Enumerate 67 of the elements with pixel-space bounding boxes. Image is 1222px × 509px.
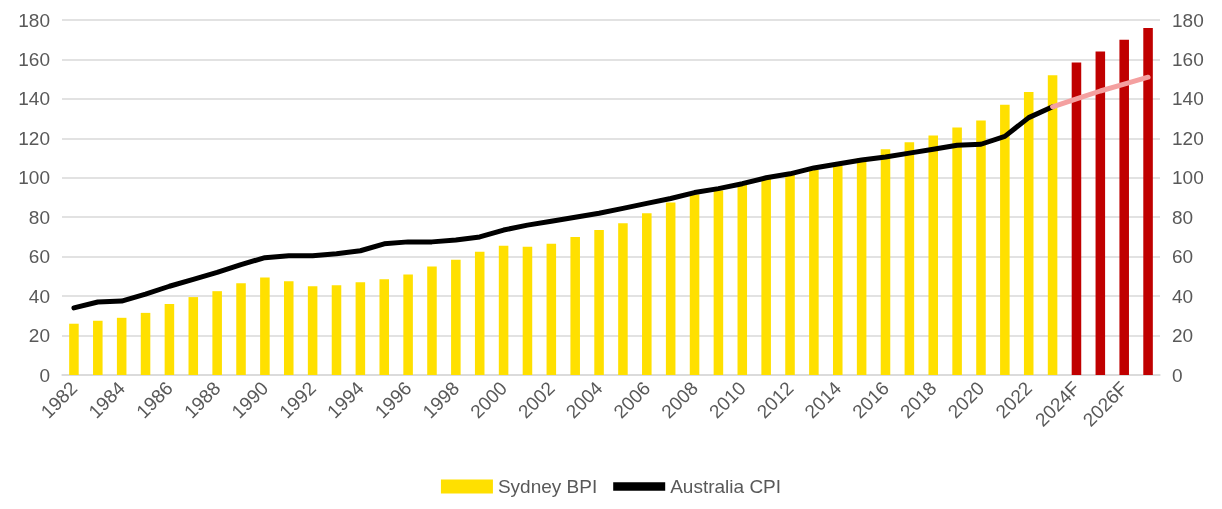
bar — [1095, 51, 1106, 375]
bar — [1071, 62, 1082, 375]
y-tick-label: 60 — [28, 246, 50, 268]
legend-label: Australia CPI — [670, 476, 782, 497]
bar — [737, 184, 748, 375]
bar — [761, 178, 771, 375]
bar — [880, 149, 891, 375]
bar — [164, 304, 175, 375]
y2-tick-label: 100 — [1172, 167, 1204, 189]
bar — [618, 223, 628, 375]
y2-tick-label: 180 — [1172, 9, 1204, 31]
bar — [522, 246, 533, 375]
bar — [355, 282, 366, 375]
y-tick-label: 80 — [28, 206, 50, 228]
legend-label: Sydney BPI — [497, 476, 598, 497]
bar — [116, 317, 127, 375]
y-tick-label: 0 — [39, 364, 50, 386]
bar — [904, 142, 915, 375]
bar — [403, 274, 413, 375]
y-tick-label: 120 — [18, 127, 50, 149]
bar — [809, 169, 819, 375]
bar — [689, 194, 700, 375]
bar — [928, 135, 939, 375]
bar — [307, 286, 318, 375]
bar — [1000, 104, 1010, 375]
bar — [785, 174, 795, 375]
bar — [451, 259, 461, 375]
bar — [546, 243, 557, 375]
y-tick-label: 180 — [18, 9, 50, 31]
y-tick-label: 140 — [18, 88, 50, 110]
y2-tick-label: 20 — [1172, 325, 1194, 347]
y-tick-label: 40 — [28, 285, 50, 307]
bar — [188, 297, 199, 375]
bar — [379, 279, 390, 375]
bar — [331, 285, 342, 375]
bar — [1143, 27, 1153, 375]
y2-tick-label: 160 — [1172, 48, 1204, 70]
bar — [69, 323, 79, 375]
bar — [283, 281, 294, 375]
bar — [570, 236, 580, 375]
bar — [236, 283, 246, 375]
bar — [498, 245, 509, 375]
bar — [1047, 75, 1058, 375]
bar — [93, 320, 103, 375]
y-tick-label: 100 — [18, 167, 50, 189]
y-tick-label: 160 — [18, 48, 50, 70]
bar — [212, 291, 222, 375]
y-tick-label: 20 — [28, 325, 50, 347]
bar — [140, 312, 151, 375]
bar — [260, 277, 270, 375]
bar — [952, 127, 962, 375]
y2-tick-label: 0 — [1172, 364, 1183, 386]
bar — [594, 230, 604, 375]
y2-tick-label: 40 — [1172, 285, 1194, 307]
bar — [642, 213, 652, 375]
bar — [665, 202, 676, 375]
bar — [713, 190, 724, 375]
y2-tick-label: 140 — [1172, 88, 1204, 110]
y2-tick-label: 60 — [1172, 246, 1194, 268]
y2-tick-label: 120 — [1172, 127, 1204, 149]
bar — [1119, 39, 1129, 375]
bar — [427, 266, 437, 375]
bar — [474, 251, 485, 375]
bar — [976, 120, 986, 375]
bar — [1023, 91, 1034, 375]
bar — [832, 165, 843, 375]
y2-tick-label: 80 — [1172, 206, 1194, 228]
